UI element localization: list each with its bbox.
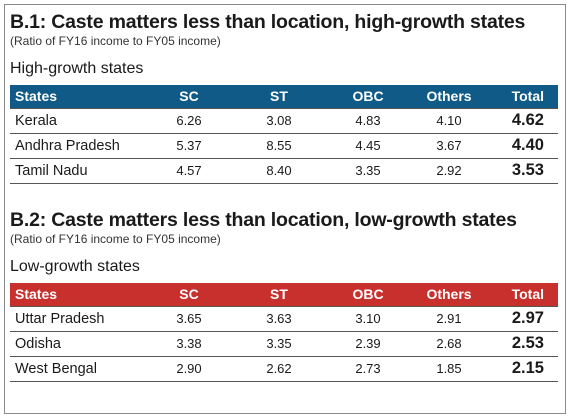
high-growth-table: States SC ST OBC Others Total Kerala 6.2… (10, 85, 558, 184)
st-cell: 8.40 (266, 163, 292, 178)
column-header-states: States (15, 286, 58, 303)
st-cell: 2.62 (266, 361, 292, 376)
state-cell: Tamil Nadu (15, 162, 88, 179)
sc-cell: 3.65 (176, 311, 202, 326)
low-growth-table: States SC ST OBC Others Total Uttar Prad… (10, 283, 558, 382)
column-header-total: Total (511, 286, 544, 303)
group-label: Low-growth states (10, 258, 140, 275)
column-header-total: Total (511, 88, 544, 105)
table-row: Uttar Pradesh 3.65 3.63 3.10 2.91 2.97 (10, 306, 558, 331)
others-cell: 2.68 (436, 336, 462, 351)
section-subtitle: (Ratio of FY16 income to FY05 income) (10, 34, 221, 48)
obc-cell: 4.83 (355, 113, 381, 128)
st-cell: 3.63 (266, 311, 292, 326)
table-header-row: States SC ST OBC Others Total (10, 283, 558, 306)
total-cell: 4.40 (511, 136, 544, 154)
table-header-row: States SC ST OBC Others Total (10, 85, 558, 108)
state-cell: Uttar Pradesh (15, 310, 105, 327)
sc-cell: 5.37 (176, 138, 202, 153)
column-header-others: Others (426, 286, 472, 303)
obc-cell: 3.10 (355, 311, 381, 326)
others-cell: 1.85 (436, 361, 462, 376)
section-title: B.1: Caste matters less than location, h… (10, 11, 526, 33)
obc-cell: 4.45 (355, 138, 381, 153)
table-row: Tamil Nadu 4.57 8.40 3.35 2.92 3.53 (10, 158, 558, 183)
total-cell: 2.53 (511, 334, 544, 352)
table-row: Andhra Pradesh 5.37 8.55 4.45 3.67 4.40 (10, 133, 558, 158)
column-header-sc: SC (179, 286, 199, 303)
column-header-states: States (15, 88, 58, 105)
column-header-st: ST (270, 286, 288, 303)
sc-cell: 6.26 (176, 113, 202, 128)
figure-frame (4, 4, 566, 414)
column-header-st: ST (270, 88, 288, 105)
table-row: West Bengal 2.90 2.62 2.73 1.85 2.15 (10, 356, 558, 381)
sc-cell: 4.57 (176, 163, 202, 178)
obc-cell: 3.35 (355, 163, 381, 178)
total-cell: 2.97 (511, 309, 544, 327)
section-title: B.2: Caste matters less than location, l… (10, 209, 517, 231)
column-header-obc: OBC (352, 88, 384, 105)
state-cell: Andhra Pradesh (15, 137, 120, 154)
st-cell: 3.35 (266, 336, 292, 351)
total-cell: 2.15 (511, 359, 544, 377)
total-cell: 3.53 (511, 161, 544, 179)
group-label: High-growth states (10, 60, 144, 77)
column-header-obc: OBC (352, 286, 384, 303)
others-cell: 2.91 (436, 311, 462, 326)
st-cell: 8.55 (266, 138, 292, 153)
section-low-growth: B.2: Caste matters less than location, l… (10, 208, 558, 382)
state-cell: Odisha (15, 335, 61, 352)
table-row: Odisha 3.38 3.35 2.39 2.68 2.53 (10, 331, 558, 356)
state-cell: West Bengal (15, 360, 97, 377)
obc-cell: 2.73 (355, 361, 381, 376)
others-cell: 2.92 (436, 163, 462, 178)
column-header-others: Others (426, 88, 472, 105)
total-cell: 4.62 (511, 111, 544, 129)
others-cell: 3.67 (436, 138, 462, 153)
sc-cell: 3.38 (176, 336, 202, 351)
table-row: Kerala 6.26 3.08 4.83 4.10 4.62 (10, 108, 558, 133)
obc-cell: 2.39 (355, 336, 381, 351)
sc-cell: 2.90 (176, 361, 202, 376)
column-header-sc: SC (179, 88, 199, 105)
others-cell: 4.10 (436, 113, 462, 128)
state-cell: Kerala (15, 112, 57, 129)
st-cell: 3.08 (266, 113, 292, 128)
section-subtitle: (Ratio of FY16 income to FY05 income) (10, 232, 221, 246)
section-high-growth: B.1: Caste matters less than location, h… (10, 10, 558, 184)
